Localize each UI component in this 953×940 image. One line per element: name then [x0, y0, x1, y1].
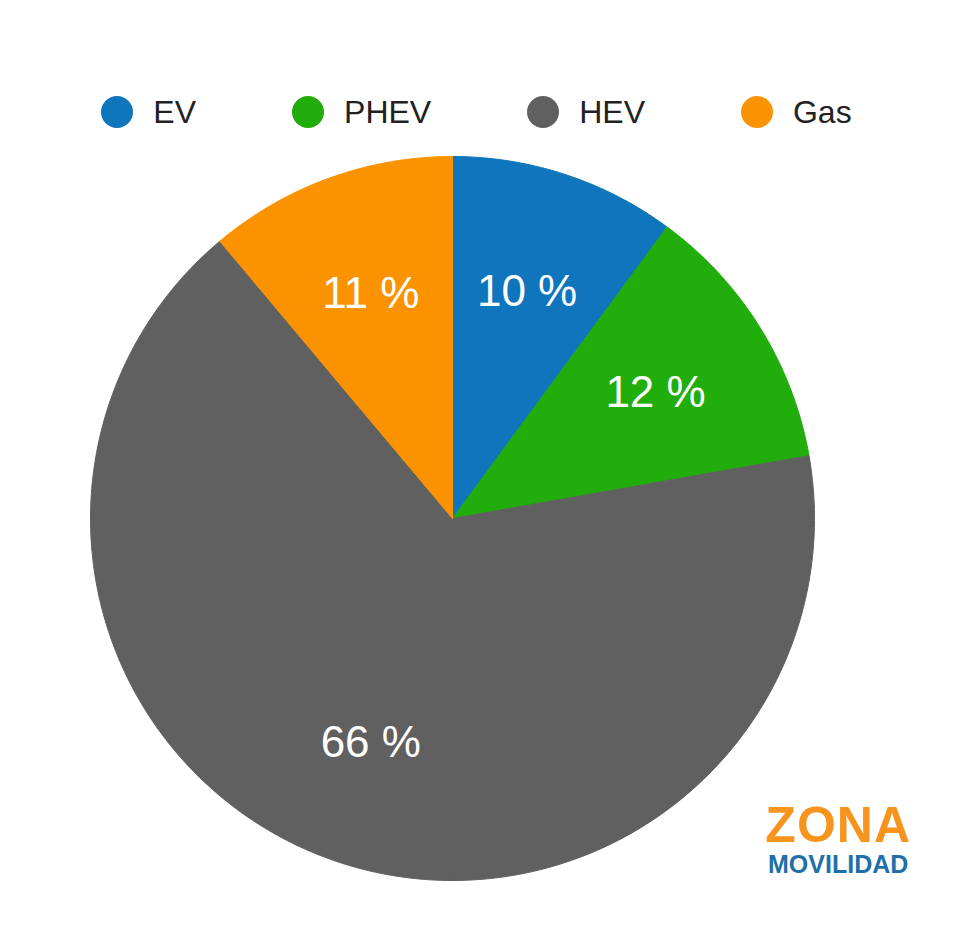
svg-text:12 %: 12 %	[605, 367, 705, 416]
html-text:PHEV: PHEV	[344, 93, 432, 130]
svg-text:66 %: 66 %	[321, 717, 421, 766]
svg-text:10 %: 10 %	[477, 266, 577, 315]
svg-text:11 %: 11 %	[322, 268, 419, 317]
html-text:ZONA: ZONA	[765, 797, 911, 853]
html-text:Gas: Gas	[793, 93, 852, 130]
html-text:HEV: HEV	[579, 93, 645, 130]
html-text:EV: EV	[153, 93, 196, 130]
html-text:MOVILIDAD: MOVILIDAD	[768, 850, 909, 878]
